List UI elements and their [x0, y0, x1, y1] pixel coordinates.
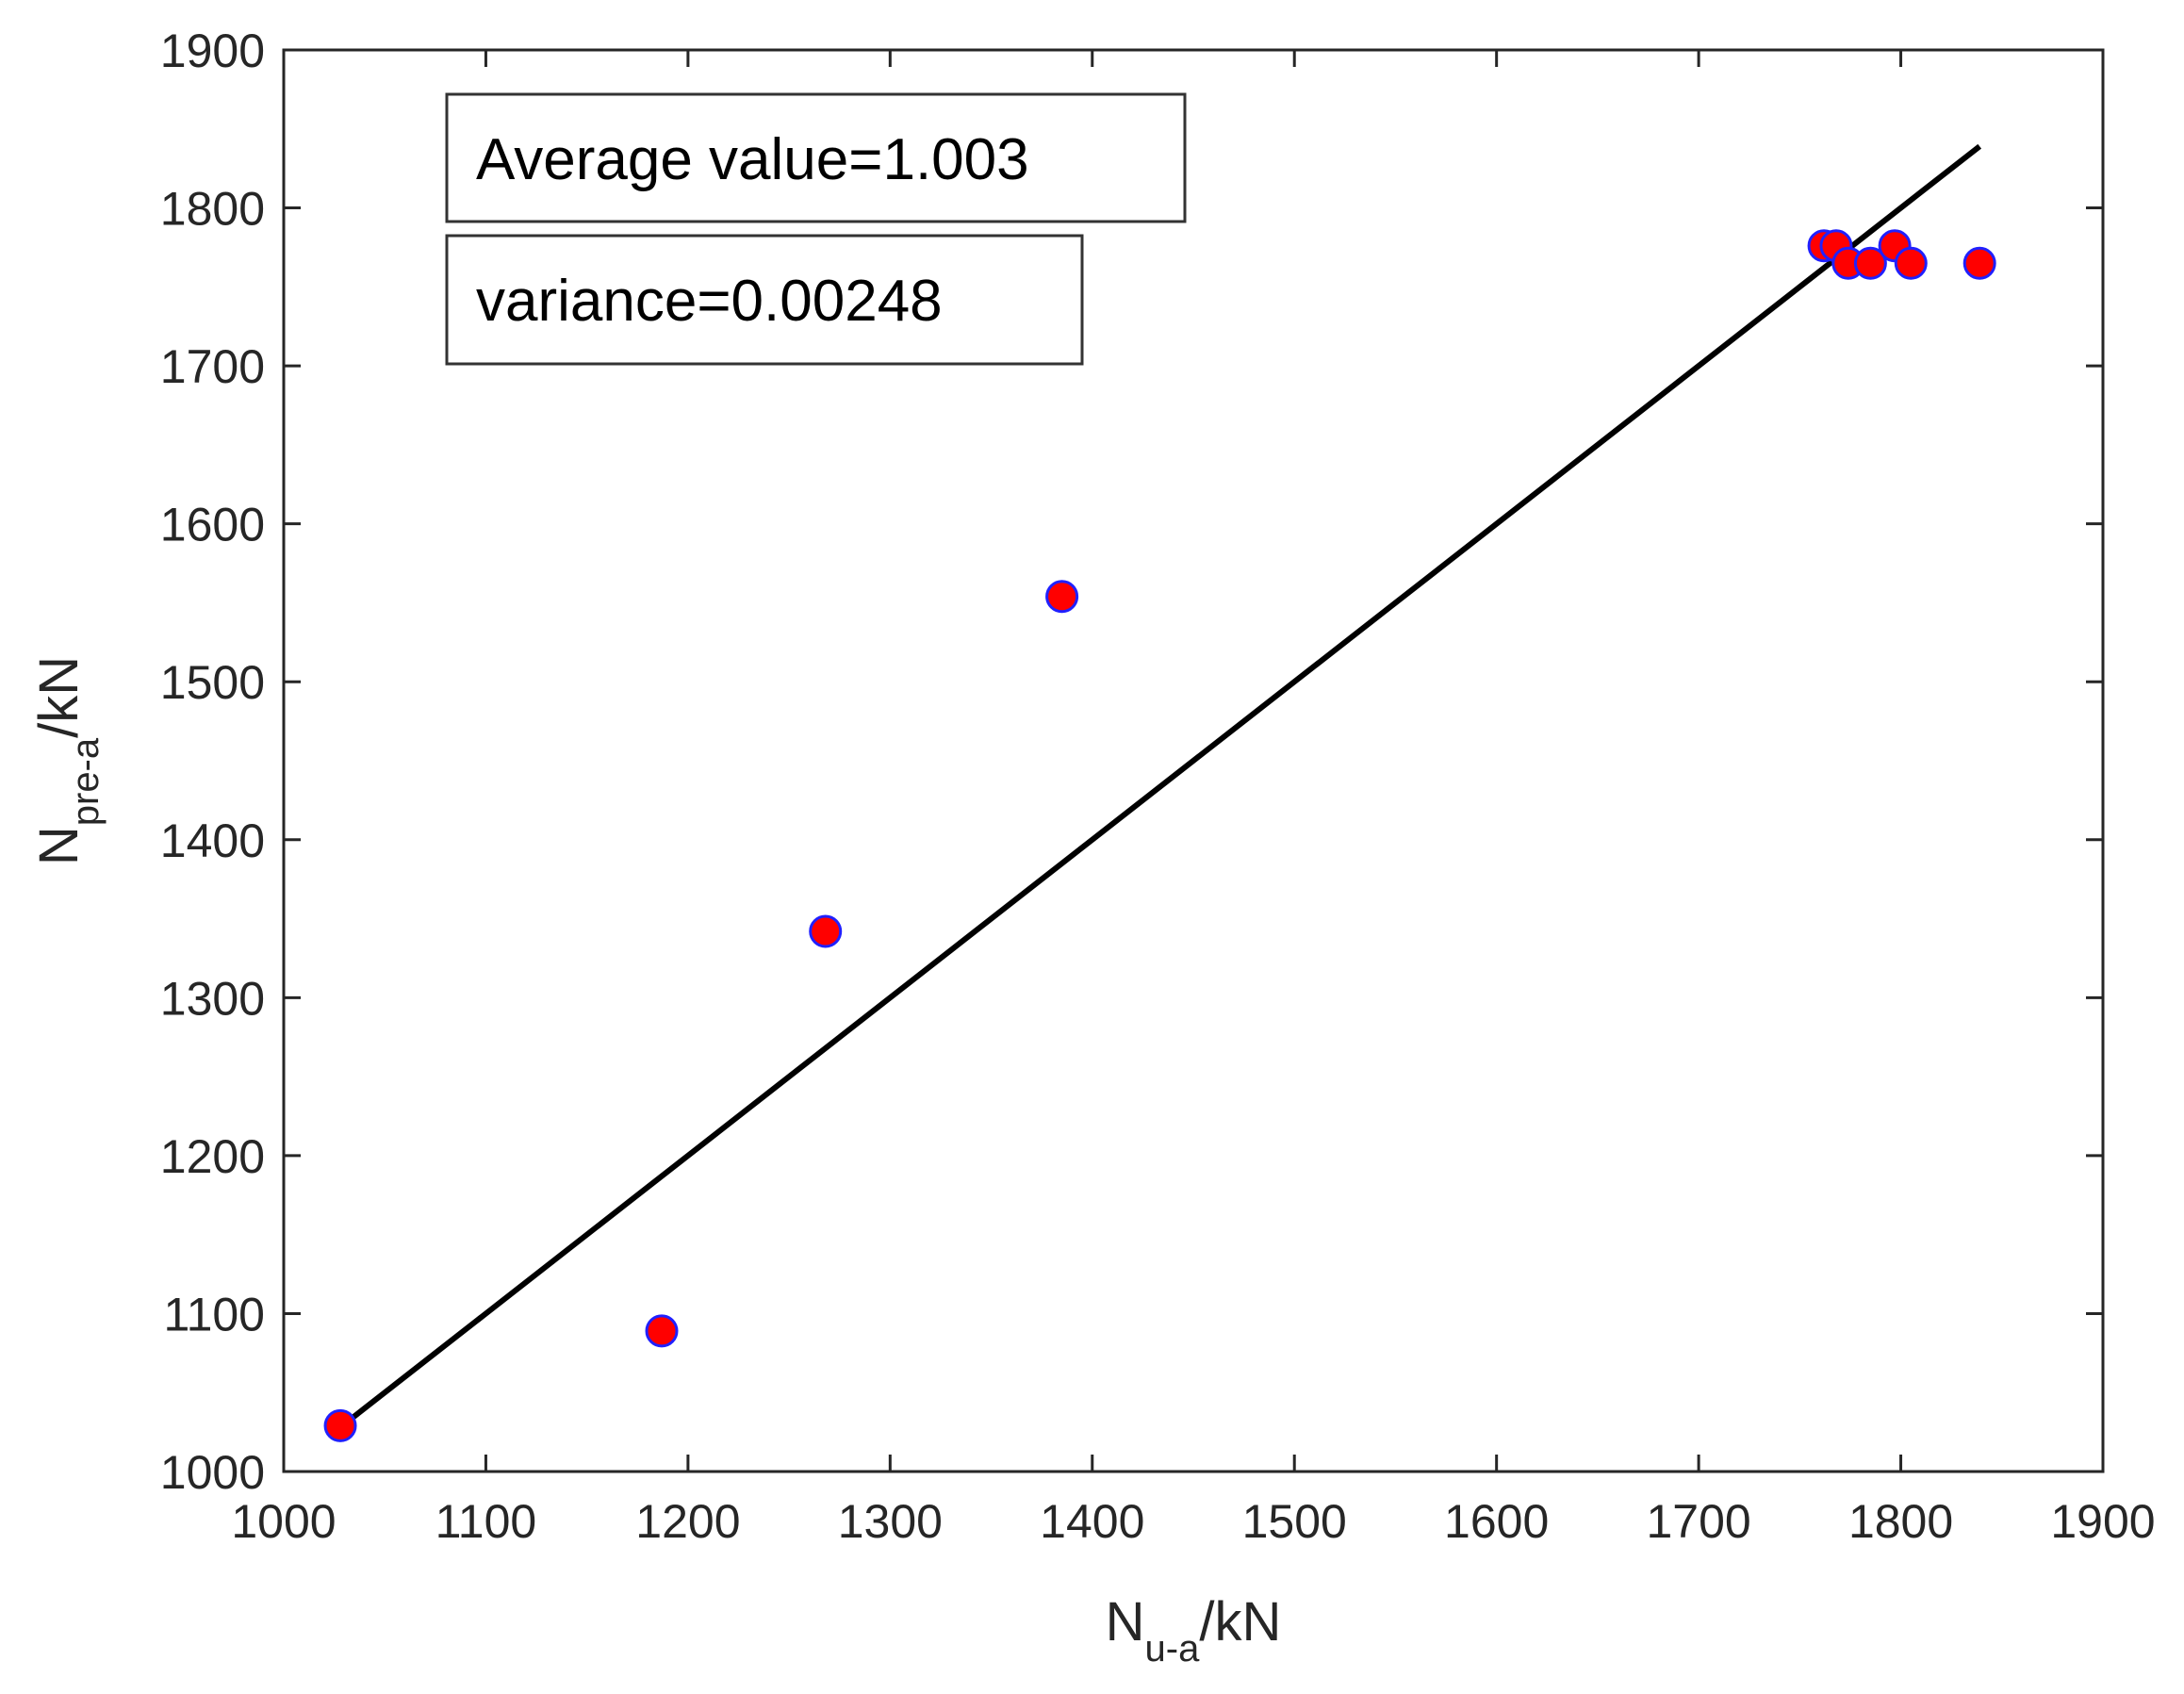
- data-point: [1853, 246, 1887, 280]
- y-tick-label: 1100: [163, 1288, 265, 1340]
- data-point: [323, 1408, 357, 1442]
- data-point: [1894, 246, 1928, 280]
- y-tick-label: 1900: [160, 25, 265, 77]
- y-tick-label: 1700: [160, 340, 265, 393]
- x-axis-label: Nu-a/kN: [1106, 1591, 1282, 1669]
- points-layer: [323, 229, 1996, 1442]
- x-tick-label: 1600: [1444, 1495, 1549, 1548]
- x-tick-label: 1200: [635, 1495, 740, 1548]
- average-annotation-text: Average value=1.003: [476, 127, 1029, 192]
- x-tick-label: 1100: [435, 1495, 537, 1548]
- variance-annotation-text: variance=0.00248: [476, 269, 943, 334]
- x-axis-label-sub: u-a: [1145, 1628, 1201, 1669]
- x-tick-label: 1000: [231, 1495, 336, 1548]
- average-annotation: Average value=1.003: [445, 92, 1187, 223]
- line-layer: [338, 143, 1982, 1430]
- reference-line: [338, 143, 1982, 1430]
- ticks-layer: 1000 1100 1200 1300 1400 1500 1600 1700 1800 1900…: [160, 25, 2156, 1548]
- y-axis-label: Npre-a/kN: [28, 656, 107, 865]
- x-tick-label: 1800: [1848, 1495, 1953, 1548]
- x-tick-label: 1400: [1040, 1495, 1144, 1548]
- x-tick-label: 1300: [838, 1495, 943, 1548]
- average-annotation-box: [445, 92, 1187, 223]
- variance-annotation: variance=0.00248: [445, 234, 1084, 366]
- x-axis-label-suffix: /kN: [1199, 1591, 1281, 1653]
- y-axis-label-suffix: /kN: [28, 656, 90, 738]
- y-axis-label-sub: pre-a: [65, 737, 107, 826]
- y-tick-label: 1800: [160, 183, 265, 236]
- plot-area-frame: [282, 48, 2105, 1473]
- x-tick-label: 1900: [2050, 1495, 2155, 1548]
- y-tick-label: 1400: [160, 814, 265, 867]
- y-tick-label: 1600: [160, 499, 265, 551]
- x-axis-label-main: N: [1106, 1591, 1145, 1653]
- data-point: [1962, 246, 1996, 280]
- y-tick-label: 1000: [160, 1446, 265, 1499]
- data-point: [809, 914, 843, 948]
- data-point: [1045, 580, 1079, 614]
- variance-annotation-box: [445, 234, 1084, 366]
- x-tick-label: 1700: [1646, 1495, 1750, 1548]
- data-point: [645, 1314, 679, 1348]
- y-tick-label: 1200: [160, 1130, 265, 1183]
- y-tick-label: 1500: [160, 656, 265, 709]
- y-tick-label: 1300: [160, 972, 265, 1025]
- x-tick-label: 1500: [1242, 1495, 1347, 1548]
- y-axis-label-main: N: [28, 826, 90, 865]
